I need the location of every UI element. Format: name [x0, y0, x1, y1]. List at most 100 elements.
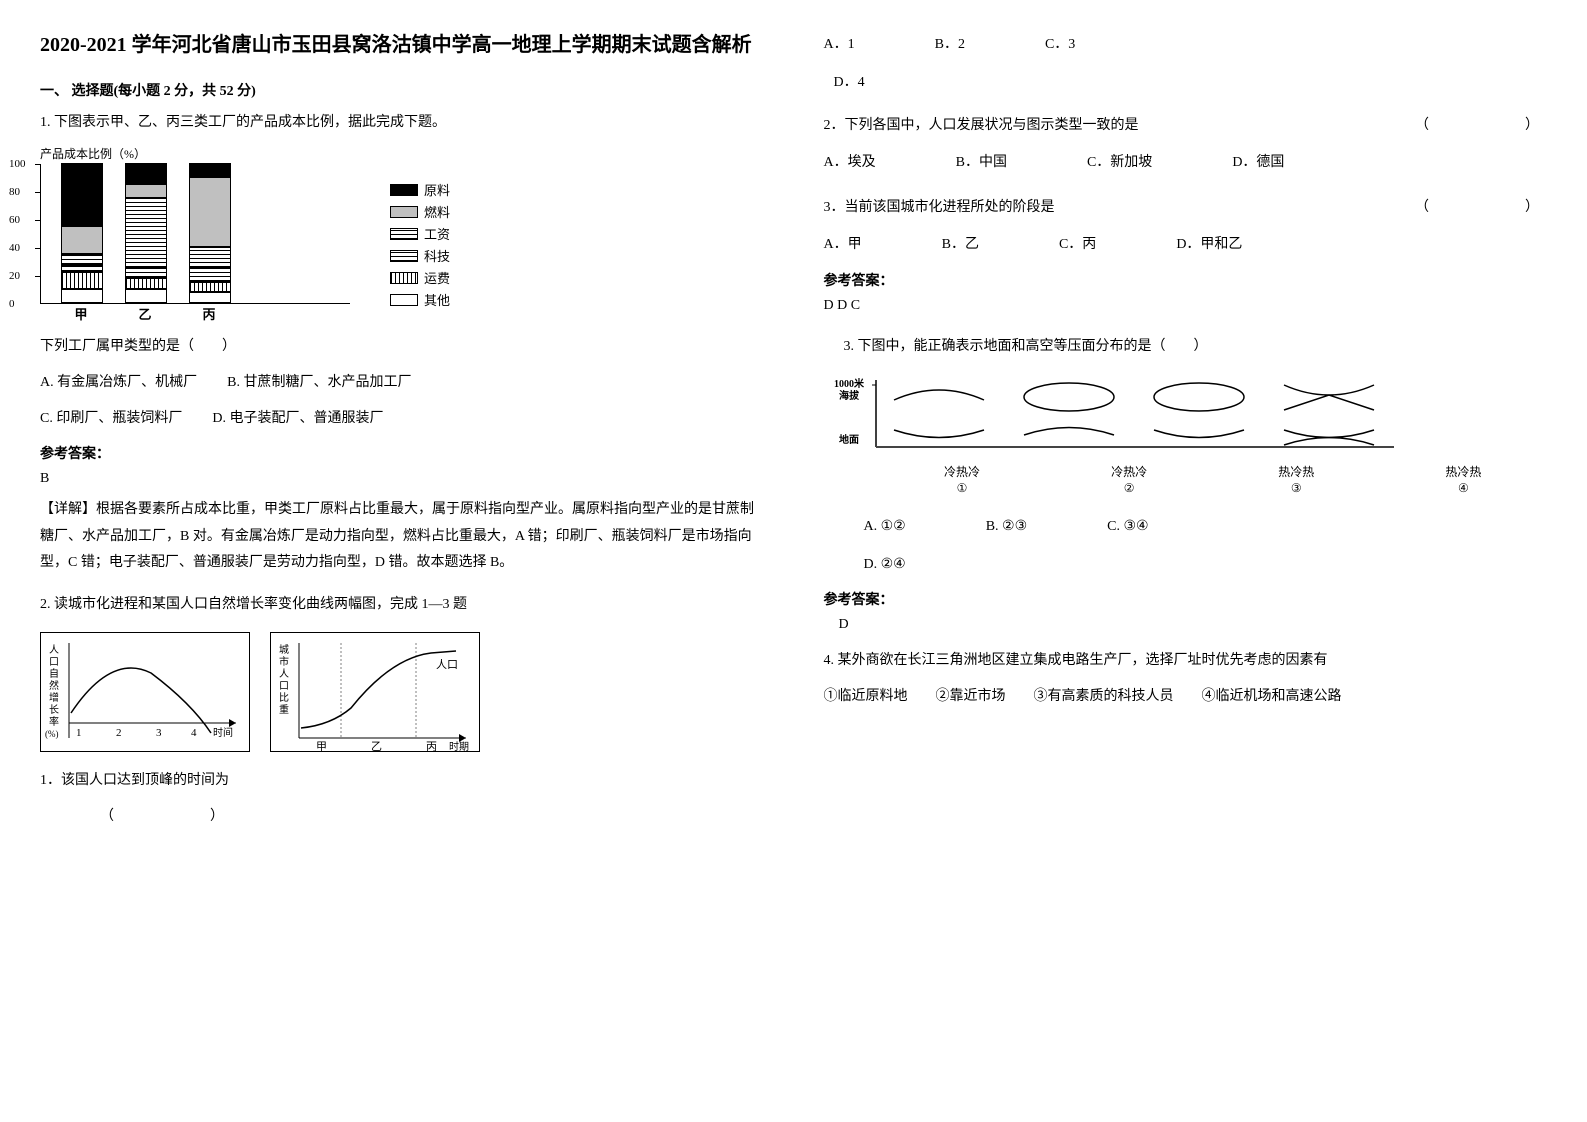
svg-text:人: 人: [279, 668, 289, 680]
svg-text:海拔: 海拔: [839, 389, 860, 402]
right-column: A．1 B．2 C．3 D．4 2．下列各国中，人口发展状况与图示类型一致的是 …: [824, 30, 1548, 839]
svg-text:丙: 丙: [426, 741, 437, 753]
svg-text:1000米: 1000米: [834, 377, 865, 390]
legend-fuel: 燃料: [424, 202, 450, 221]
bar-plot: 100 80 60 40 20 0: [40, 164, 350, 304]
q1-options: A. 有金属冶炼厂、机械厂 B. 甘蔗制糖厂、水产品加工厂: [40, 369, 764, 397]
svg-text:长: 长: [49, 704, 59, 716]
svg-text:时期: 时期: [449, 741, 469, 753]
q2s1-d: D．4: [834, 75, 865, 90]
q1-chart-title: 产品成本比例（%）: [40, 145, 764, 162]
svg-text:时间: 时间: [213, 726, 233, 739]
svg-text:比: 比: [279, 692, 289, 704]
q3-intro: 3. 下图中，能正确表示地面和高空等压面分布的是（ ）: [824, 334, 1548, 359]
bar-jia: [61, 163, 103, 303]
svg-text:率: 率: [49, 715, 59, 728]
q2-chart-1: 人 口 自 然 增 长 率 (%) 1 2 3 4 时间: [40, 632, 250, 752]
svg-text:甲: 甲: [316, 741, 327, 753]
left-column: 2020-2021 学年河北省唐山市玉田县窝洛沽镇中学高一地理上学期期末试题含解…: [40, 30, 764, 839]
section-header: 一、 选择题(每小题 2 分，共 52 分): [40, 80, 764, 100]
q1-prompt: 下列工厂属甲类型的是（ ）: [40, 333, 764, 361]
q1-opt-b: B. 甘蔗制糖厂、水产品加工厂: [227, 369, 411, 397]
svg-text:2: 2: [116, 727, 122, 739]
p-label-2: 冷热冷 ②: [1046, 464, 1213, 498]
q3-diagram: 1000米 海拔 地面: [834, 375, 1548, 498]
svg-text:重: 重: [279, 703, 289, 716]
q2s3-c: C．丙: [1059, 230, 1096, 261]
q2-charts: 人 口 自 然 增 长 率 (%) 1 2 3 4 时间: [40, 632, 764, 752]
svg-text:4: 4: [191, 727, 197, 739]
legend-ship: 运费: [424, 268, 450, 287]
svg-text:口: 口: [49, 657, 59, 668]
ytick-80: 80: [9, 186, 20, 198]
q2-answers: D D C: [824, 298, 1548, 314]
svg-text:城: 城: [279, 644, 289, 656]
chart-legend: 原料 燃料 工资 科技 运费 其他: [390, 180, 450, 312]
p-label-3: 热冷热 ③: [1213, 464, 1380, 498]
q1-intro: 1. 下图表示甲、乙、丙三类工厂的产品成本比例，据此完成下题。: [40, 110, 764, 135]
xlabel-yi: 乙: [124, 304, 166, 323]
svg-text:口: 口: [279, 681, 289, 692]
q2-sub1-options: A．1 B．2 C．3: [824, 30, 1548, 61]
q4-intro: 4. 某外商欲在长江三角洲地区建立集成电路生产厂，选择厂址时优先考虑的因素有: [824, 648, 1548, 673]
q2s2-d: D．德国: [1232, 148, 1284, 179]
q2-sub2-paren: （ ）: [1415, 112, 1547, 140]
q2s2-b: B．中国: [956, 148, 1007, 179]
q2s1-c: C．3: [1045, 30, 1075, 61]
svg-text:增: 增: [49, 691, 59, 704]
xlabel-bing: 丙: [188, 304, 230, 323]
q2-chart-2: 城 市 人 口 比 重 人口 甲 乙 丙 时期: [270, 632, 480, 752]
svg-text:然: 然: [49, 679, 59, 692]
q2s3-a: A．甲: [824, 230, 862, 261]
q1-chart: 产品成本比例（%） 100 80 60 40 20 0: [40, 145, 764, 323]
q3-answer-header: 参考答案：: [824, 589, 1548, 609]
q2-intro: 2. 读城市化进程和某国人口自然增长率变化曲线两幅图，完成 1—3 题: [40, 592, 764, 617]
ytick-0: 0: [9, 298, 15, 310]
q1-answer: B: [40, 471, 764, 487]
q2-sub3-paren: （ ）: [1415, 194, 1547, 222]
xlabel-jia: 甲: [60, 304, 102, 323]
ytick-40: 40: [9, 242, 20, 254]
legend-other: 其他: [424, 290, 450, 309]
svg-text:1: 1: [76, 727, 82, 739]
q2-sub3-options: A．甲 B．乙 C．丙 D．甲和乙: [824, 230, 1548, 261]
q1-explanation: 【详解】根据各要素所占成本比重，甲类工厂原料占比重最大，属于原料指向型产业。属原…: [40, 497, 764, 577]
q1-opt-d: D. 电子装配厂、普通服装厂: [212, 405, 383, 433]
q3-b: B. ②③: [986, 512, 1027, 543]
q2-sub3-text: 3．当前该国城市化进程所处的阶段是: [824, 200, 1055, 215]
q2-sub1-paren: （ ）: [40, 803, 764, 831]
q3-c: C. ③④: [1107, 512, 1148, 543]
q2s3-d: D．甲和乙: [1176, 230, 1242, 261]
q2-sub1-text: 1．该国人口达到顶峰的时间为: [40, 767, 764, 795]
q2-sub2-options: A．埃及 B．中国 C．新加坡 D．德国: [824, 148, 1548, 179]
q3-options: A. ①② B. ②③ C. ③④: [824, 512, 1548, 543]
p-label-1: 冷热冷 ①: [879, 464, 1046, 498]
bar-bing: [189, 163, 231, 303]
legend-wage: 工资: [424, 224, 450, 243]
q2s2-c: C．新加坡: [1087, 148, 1152, 179]
q2s2-a: A．埃及: [824, 148, 876, 179]
legend-tech: 科技: [424, 246, 450, 265]
ytick-60: 60: [9, 214, 20, 226]
q3-a: A. ①②: [864, 512, 906, 543]
ytick-100: 100: [9, 158, 26, 170]
q2s1-b: B．2: [935, 30, 965, 61]
svg-text:3: 3: [156, 727, 162, 739]
document-title: 2020-2021 学年河北省唐山市玉田县窝洛沽镇中学高一地理上学期期末试题含解…: [40, 30, 764, 60]
p-label-4: 热冷热 ④: [1380, 464, 1547, 498]
q2s3-b: B．乙: [942, 230, 979, 261]
q2-answer-header: 参考答案：: [824, 270, 1548, 290]
ytick-20: 20: [9, 270, 20, 282]
q3-answer: D: [824, 617, 1548, 633]
svg-text:自: 自: [49, 667, 59, 680]
svg-text:人口: 人口: [436, 658, 458, 671]
q3-d: D. ②④: [864, 557, 906, 572]
q2s1-a: A．1: [824, 30, 855, 61]
svg-text:乙: 乙: [371, 740, 382, 753]
q2-sub2-text: 2．下列各国中，人口发展状况与图示类型一致的是: [824, 118, 1139, 133]
q4-items: ①临近原料地 ②靠近市场 ③有高素质的科技人员 ④临近机场和高速公路: [824, 683, 1548, 711]
q1-opt-a: A. 有金属冶炼厂、机械厂: [40, 369, 197, 397]
q1-opt-c: C. 印刷厂、瓶装饲料厂: [40, 405, 182, 433]
svg-text:地面: 地面: [839, 433, 859, 446]
q1-answer-header: 参考答案：: [40, 443, 764, 463]
